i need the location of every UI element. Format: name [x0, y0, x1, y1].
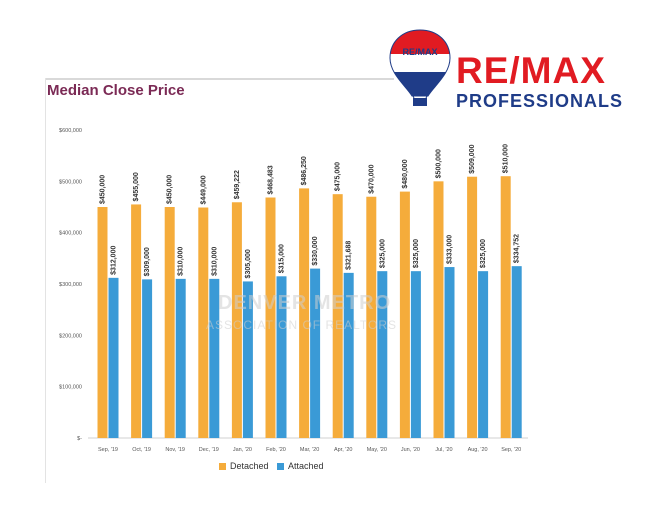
data-label-detached-12: $510,000 [503, 144, 510, 173]
bar-detached-2 [164, 207, 175, 438]
data-label-attached-7: $321,688 [346, 241, 353, 270]
x-tick-label: Sep, '19 [98, 447, 118, 453]
data-label-attached-11: $325,000 [480, 239, 487, 268]
x-tick-label: Jan, '20 [233, 447, 252, 453]
data-label-detached-2: $450,000 [167, 175, 174, 204]
bar-attached-9 [410, 271, 421, 438]
bar-detached-9 [399, 191, 410, 438]
data-label-attached-8: $325,000 [379, 239, 386, 268]
data-label-detached-11: $509,000 [469, 144, 476, 173]
data-label-detached-7: $475,000 [335, 162, 342, 191]
y-tick-label: $- [77, 436, 82, 442]
data-label-detached-8: $470,000 [368, 164, 375, 193]
y-tick-label: $600,000 [59, 128, 82, 134]
bar-attached-12 [511, 266, 522, 438]
data-label-attached-5: $315,000 [279, 244, 286, 273]
bar-detached-11 [467, 176, 478, 439]
balloon-label: RE/MAX [402, 47, 438, 57]
x-tick-label: Feb, '20 [266, 447, 286, 453]
data-label-attached-9: $325,000 [413, 239, 420, 268]
x-tick-label: Jul, '20 [435, 447, 452, 453]
bar-detached-6 [299, 188, 310, 438]
y-tick-label: $100,000 [59, 385, 82, 391]
data-label-detached-9: $480,000 [402, 159, 409, 188]
bar-attached-10 [444, 267, 455, 438]
y-tick-label: $200,000 [59, 333, 82, 339]
brand-name: RE/MAX [456, 50, 606, 91]
balloon-icon [389, 29, 451, 106]
x-tick-label: Mar, '20 [300, 447, 319, 453]
bar-detached-7 [332, 194, 343, 438]
data-label-detached-1: $455,000 [133, 172, 140, 201]
bar-attached-4 [242, 281, 253, 438]
chart-top-rule [45, 78, 394, 80]
watermark-title: DENVER METRO [218, 292, 392, 314]
x-tick-label: Oct, '19 [132, 447, 151, 453]
bar-detached-10 [433, 181, 444, 439]
data-label-attached-6: $330,000 [312, 236, 319, 265]
legend-item-attached: Attached [277, 461, 324, 471]
watermark-subtitle: ASSOCIATION OF REALTORS [206, 318, 398, 332]
chart-left-rule [45, 78, 46, 483]
data-label-attached-4: $305,000 [245, 249, 252, 278]
brand-subtitle: PROFESSIONALS [456, 91, 624, 111]
bar-detached-12 [500, 176, 511, 438]
data-label-detached-6: $486,250 [301, 156, 308, 185]
bar-detached-5 [265, 197, 276, 438]
legend-item-detached: Detached [219, 461, 269, 471]
bar-attached-6 [310, 268, 321, 438]
bar-attached-8 [377, 271, 388, 438]
data-label-detached-10: $500,000 [436, 149, 443, 178]
data-label-attached-2: $310,000 [178, 247, 185, 276]
legend-label-attached: Attached [288, 461, 324, 471]
data-label-attached-10: $333,000 [447, 235, 454, 264]
bar-attached-3 [209, 278, 220, 438]
x-tick-label: Jun, '20 [401, 447, 420, 453]
data-label-detached-4: $459,222 [234, 170, 241, 199]
data-label-detached-0: $450,000 [100, 175, 107, 204]
y-tick-label: $500,000 [59, 179, 82, 185]
bar-detached-1 [131, 204, 142, 438]
legend-label-detached: Detached [230, 461, 269, 471]
data-label-attached-0: $312,000 [111, 246, 118, 275]
bar-attached-2 [175, 278, 186, 438]
data-label-attached-1: $309,000 [144, 247, 151, 276]
x-tick-label: Apr, '20 [334, 447, 352, 453]
x-tick-label: Dec, '19 [199, 447, 219, 453]
legend-swatch-attached [277, 462, 284, 470]
bar-attached-7 [343, 272, 354, 438]
data-label-attached-3: $310,000 [211, 247, 218, 276]
data-label-detached-3: $449,000 [200, 175, 207, 204]
y-tick-label: $400,000 [59, 231, 82, 237]
bar-attached-0 [108, 277, 119, 438]
chart-title: Median Close Price [47, 82, 185, 99]
bar-detached-0 [97, 207, 108, 438]
bar-detached-8 [366, 196, 377, 438]
bar-attached-1 [142, 279, 153, 438]
bar-detached-4 [231, 202, 242, 438]
bar-attached-5 [276, 276, 287, 438]
x-tick-label: Aug, '20 [468, 447, 488, 453]
x-tick-label: Sep, '20 [501, 447, 521, 453]
remax-logo [386, 28, 636, 120]
legend-swatch-detached [219, 462, 226, 470]
x-tick-label: May, '20 [367, 447, 387, 453]
data-label-attached-12: $334,752 [514, 234, 521, 263]
x-tick-label: Nov, '19 [165, 447, 185, 453]
bar-detached-3 [198, 207, 209, 438]
data-label-detached-5: $468,483 [268, 165, 275, 194]
bar-attached-11 [478, 271, 489, 438]
y-tick-label: $300,000 [59, 282, 82, 288]
